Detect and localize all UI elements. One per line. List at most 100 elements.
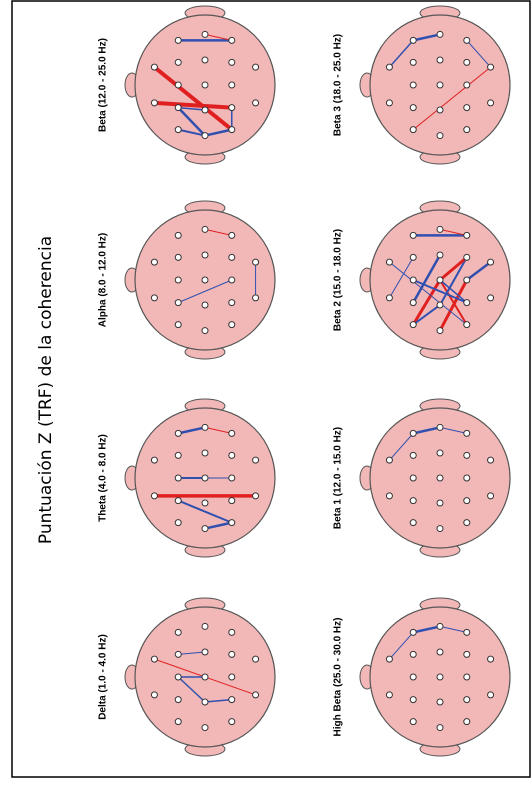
electrode [174,276,182,284]
panel-label: Alpha (8.0 - 12.0 Hz) [98,233,109,327]
electrode [228,276,236,284]
electrode [174,126,182,134]
electrode [228,321,236,329]
connection [412,33,441,42]
electrode [252,63,260,71]
electrode [174,497,182,505]
electrode [150,655,158,663]
electrode [150,456,158,464]
connection [154,100,232,110]
electrode [252,99,260,107]
electrode [174,519,182,527]
electrode [463,231,471,239]
electrode [409,58,417,66]
electrode [228,696,236,704]
electrode [174,696,182,704]
electrode [252,691,260,699]
electrode [463,696,471,704]
electrode [228,628,236,636]
electrode [436,499,444,507]
electrode [385,294,393,302]
electrode [252,294,260,302]
electrode [174,429,182,437]
electrode [228,650,236,658]
electrode [201,423,209,431]
electrode [409,673,417,681]
connection [204,33,232,41]
electrode [228,36,236,44]
electrode [201,56,209,64]
electrode [201,225,209,233]
electrode [409,451,417,459]
electrode [385,258,393,266]
electrode [463,628,471,636]
electrode [409,81,417,89]
panel-label: Beta (12.0 - 25.0 Hz) [98,38,109,132]
connection [389,433,414,461]
electrode [487,99,495,107]
electrode [174,36,182,44]
electrode [174,321,182,329]
electrode [385,456,393,464]
electrode [174,299,182,307]
electrode [436,698,444,706]
electrode [150,99,158,107]
electrode [436,106,444,114]
electrode [436,327,444,335]
electrode [409,474,417,482]
connection [439,256,468,282]
electrode [201,30,209,38]
electrode [385,99,393,107]
electrode [201,106,209,114]
electrode [463,321,471,329]
electrode [385,691,393,699]
electrode [409,126,417,134]
connection [204,128,233,137]
electrode [201,251,209,259]
connection [204,426,232,434]
electrode [174,231,182,239]
electrode [436,30,444,38]
electrode [174,451,182,459]
connection [388,39,414,68]
connection [177,426,206,435]
electrode [463,497,471,505]
electrode [409,321,417,329]
electrode [463,299,471,307]
electrode [201,449,209,457]
electrode [409,696,417,704]
electrode [463,451,471,459]
electrode [436,648,444,656]
electrode [228,126,236,134]
connection [466,261,492,282]
electrode [228,253,236,261]
electrode [201,327,209,335]
electrode [487,456,495,464]
connection [389,632,414,660]
electrode [409,718,417,726]
electrode [201,648,209,656]
connection [177,106,206,137]
electrode [174,58,182,66]
electrode [463,104,471,112]
panel-label: Beta 3 (18.0 - 25.0 Hz) [333,34,344,136]
connection [388,257,414,299]
electrode [228,81,236,89]
electrode [150,258,158,266]
connection [178,128,206,137]
connection [412,66,491,131]
electrode [436,474,444,482]
electrode [228,231,236,239]
electrode [436,56,444,64]
connection [439,279,468,326]
electrode [201,132,209,140]
connection [412,254,442,304]
electrode [463,474,471,482]
electrode [409,650,417,658]
panel-label: Theta (4.0 - 8.0 Hz) [98,434,109,522]
electrode [228,673,236,681]
connection [412,426,441,435]
electrode [252,492,260,500]
electrode [487,655,495,663]
panel-label: Beta 1 (12.0 - 15.0 Hz) [333,427,344,529]
